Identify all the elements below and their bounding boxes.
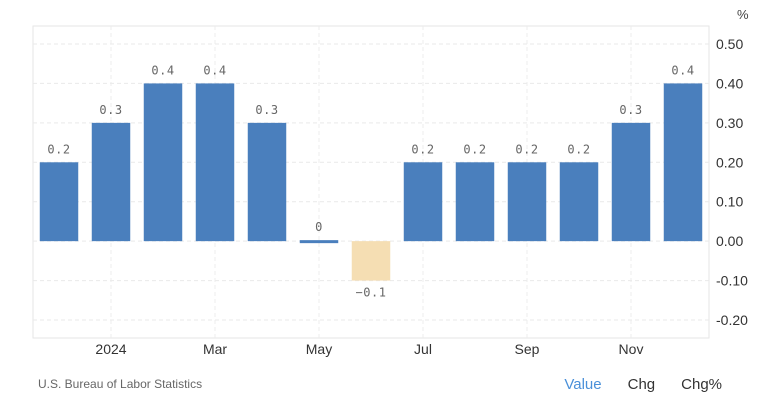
data-label: 0.2 xyxy=(515,142,538,156)
x-tick-label: Nov xyxy=(619,341,644,357)
bar xyxy=(247,122,287,242)
bar xyxy=(611,122,651,242)
y-tick-label: -0.10 xyxy=(716,273,748,289)
data-label: 0 xyxy=(315,220,323,234)
y-tick-label: 0.30 xyxy=(716,115,743,131)
data-label: 0.2 xyxy=(411,142,434,156)
data-label: 0.4 xyxy=(151,63,174,77)
value-toggle[interactable]: Value xyxy=(564,375,602,393)
view-toggle-group: Value Chg Chg% xyxy=(564,376,722,393)
y-tick-label: -0.20 xyxy=(716,312,748,328)
bar xyxy=(299,240,339,244)
y-tick-label: 0.40 xyxy=(716,75,743,91)
chart-footer: U.S. Bureau of Labor Statistics Value Ch… xyxy=(38,372,722,396)
y-tick-label: 0.00 xyxy=(716,233,743,249)
bar xyxy=(559,162,599,242)
data-label: 0.3 xyxy=(99,103,122,117)
chg-toggle[interactable]: Chg xyxy=(627,375,656,393)
bar xyxy=(663,83,703,242)
bar-chart: 0.500.400.300.200.100.00-0.10-0.20%2024 M… xyxy=(32,7,749,357)
x-tick-label: Jul xyxy=(414,341,432,357)
y-tick-label: 0.20 xyxy=(716,154,743,170)
bar xyxy=(351,241,391,281)
data-label: 0.4 xyxy=(671,63,694,77)
bar xyxy=(195,83,235,242)
source-label: U.S. Bureau of Labor Statistics xyxy=(38,377,203,391)
data-label: 0.3 xyxy=(255,103,278,117)
x-tick-label: Mar xyxy=(203,341,227,357)
chg-percent-toggle[interactable]: Chg% xyxy=(681,375,722,393)
bar xyxy=(39,162,79,242)
bar xyxy=(91,122,131,242)
data-label: 0.3 xyxy=(619,103,642,117)
y-tick-label: 0.50 xyxy=(716,36,743,52)
x-tick-label: 2024 xyxy=(95,341,126,357)
data-label: 0.2 xyxy=(567,142,590,156)
x-tick-label: Sep xyxy=(515,341,540,357)
y-tick-label: 0.10 xyxy=(716,194,743,210)
data-label: 0.2 xyxy=(463,142,486,156)
bar xyxy=(143,83,183,242)
data-label: −0.1 xyxy=(356,286,387,300)
bar xyxy=(507,162,547,242)
x-tick-label: May xyxy=(306,341,332,357)
data-label: 0.2 xyxy=(47,142,70,156)
plot-frame xyxy=(32,25,710,339)
unit-label: % xyxy=(737,7,749,22)
data-label: 0.4 xyxy=(203,63,226,77)
bar xyxy=(403,162,443,242)
bar xyxy=(455,162,495,242)
